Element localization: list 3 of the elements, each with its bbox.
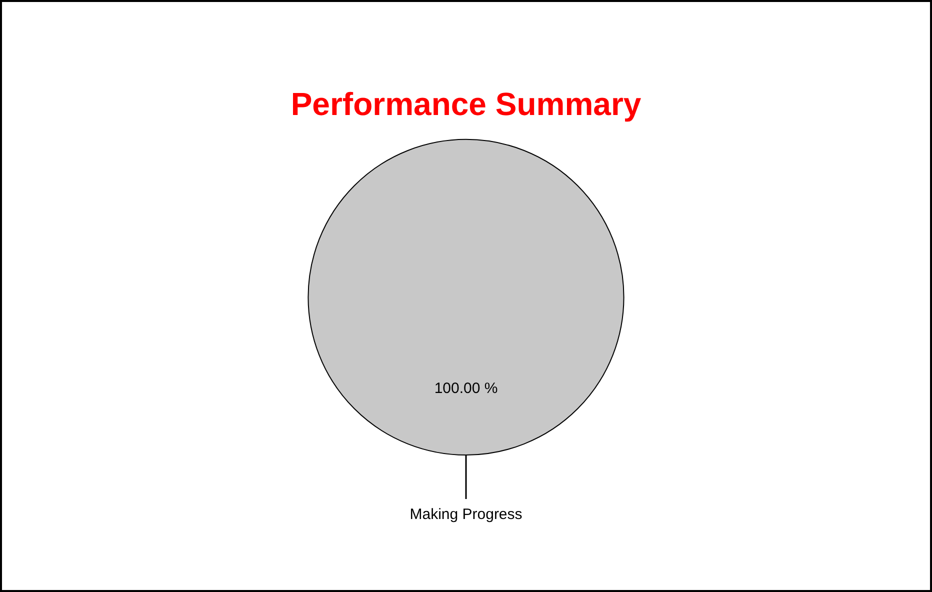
chart-title: Performance Summary	[290, 86, 642, 122]
slice-label: Making Progress	[410, 506, 522, 524]
data-label: 100.00 %	[434, 380, 498, 397]
